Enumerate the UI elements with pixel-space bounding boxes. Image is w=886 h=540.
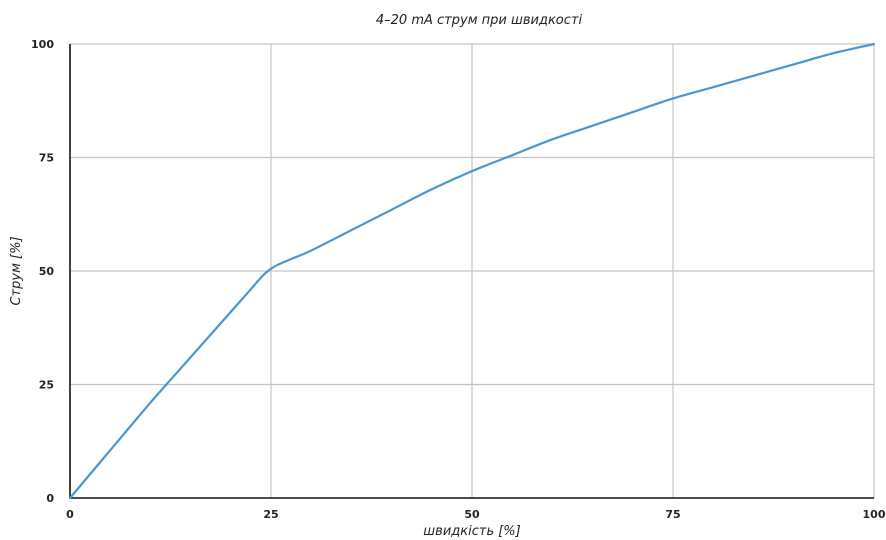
y-tick-label-4: 100 (31, 38, 54, 51)
x-axis-label: швидкість [%] (423, 524, 520, 539)
grid-lines (70, 44, 874, 498)
x-tick-label-4: 100 (863, 508, 886, 521)
x-tick-label-2: 50 (464, 508, 480, 521)
tick-labels: 0 25 50 75 100 0 25 50 75 100 (31, 38, 886, 521)
x-tick-label-0: 0 (66, 508, 74, 521)
y-axis-label: Струм [%] (9, 236, 24, 305)
chart-title: 4–20 mA струм при швидкості (376, 13, 583, 28)
x-tick-label-1: 25 (263, 508, 278, 521)
y-tick-label-0: 0 (46, 492, 54, 505)
y-tick-label-2: 50 (39, 265, 55, 278)
y-tick-label-1: 25 (39, 379, 54, 392)
x-tick-label-3: 75 (665, 508, 680, 521)
y-tick-label-3: 75 (39, 152, 54, 165)
